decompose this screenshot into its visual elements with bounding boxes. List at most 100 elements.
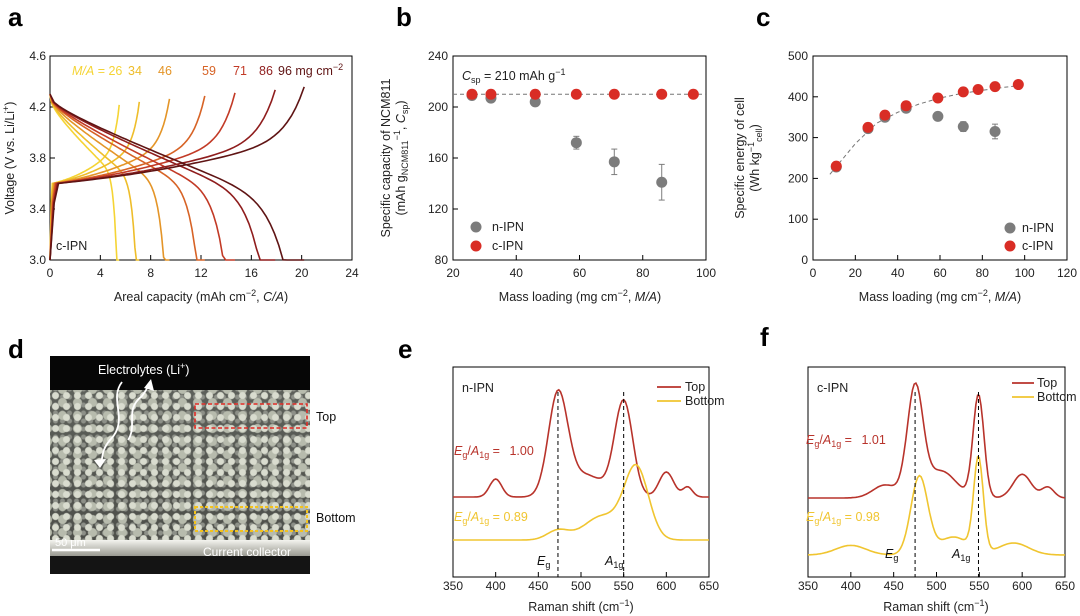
chart-c-ylabel-line2: (Wh kg−1cell) <box>746 124 764 192</box>
chart-c-xtick: 120 <box>1057 266 1077 280</box>
chart-b-point-n-IPN <box>529 96 541 108</box>
chart-f-a1g-label: A1g <box>951 547 970 563</box>
chart-e-spectrum-top <box>453 388 709 498</box>
chart-f-xtick: 500 <box>926 579 946 593</box>
chart-c-ytick: 400 <box>788 90 808 104</box>
chart-b-ytick: 240 <box>428 49 448 63</box>
chart-b-point-c-IPN <box>687 88 699 100</box>
chart-b: 80 120 160 200 240 20 40 60 80 100 Mass … <box>379 49 716 304</box>
chart-e-frame <box>452 366 710 578</box>
chart-c-point-n-IPN <box>932 110 944 122</box>
chart-e-xtick: 550 <box>614 579 634 593</box>
chart-c-ytick: 300 <box>788 131 808 145</box>
chart-a: 3.0 3.4 3.8 4.2 4.6 0 4 8 12 16 20 24 Ar… <box>1 49 359 304</box>
chart-c-legend-c-ipn: c-IPN <box>1022 239 1053 253</box>
chart-e-eg-label: Eg <box>537 554 550 570</box>
micrograph-electrolyte-region <box>50 356 310 394</box>
chart-c-point-c-IPN <box>900 100 912 112</box>
chart-b-point-n-IPN <box>570 137 582 149</box>
chart-c-ytick: 100 <box>788 212 808 226</box>
chart-a-discharge-curve-26 <box>49 94 120 261</box>
chart-a-xlabel: Areal capacity (mAh cm−2, C/A) <box>114 288 288 304</box>
chart-a-ytick: 4.2 <box>29 100 46 114</box>
top-region-box <box>194 403 308 429</box>
chart-e-xtick: 450 <box>528 579 548 593</box>
chart-f-legend-top: Top <box>1037 376 1057 390</box>
chart-a-xtick: 4 <box>97 266 104 280</box>
chart-c-point-c-IPN <box>1012 79 1024 91</box>
chart-f-annotation: c-IPN <box>817 381 848 395</box>
chart-f-xtick: 550 <box>969 579 989 593</box>
chart-b-legend-marker-c-ipn <box>470 240 482 252</box>
chart-f-xlabel: Raman shift (cm−1) <box>883 598 988 614</box>
chart-a-xtick: 0 <box>47 266 54 280</box>
chart-a-label-59: 59 <box>202 64 216 78</box>
chart-e-ratio-top: Eg/A1g = 1.00 <box>454 444 534 460</box>
chart-b-xtick: 100 <box>696 266 716 280</box>
chart-a-xtick: 20 <box>295 266 309 280</box>
chart-c-xtick: 60 <box>933 266 947 280</box>
chart-a-discharge-curve-96 <box>49 93 305 261</box>
micrograph-overlay: Electrolytes (Li+) Top Bottom 50 μm Curr… <box>52 361 356 559</box>
chart-c-legend-n-ipn: n-IPN <box>1022 221 1054 235</box>
chart-e-xlabel: Raman shift (cm−1) <box>528 598 633 614</box>
panel-label-f: f <box>760 322 769 352</box>
panel-label-b: b <box>396 2 412 32</box>
chart-a-series-labels: M/A = 26 <box>72 64 122 78</box>
chart-f-ratio-top: Eg/A1g = 1.01 <box>806 433 886 449</box>
chart-f-spectrum-bottom <box>808 455 1066 556</box>
chart-c-point-c-IPN <box>989 81 1001 93</box>
electrolytes-label: Electrolytes (Li+) <box>98 361 189 377</box>
chart-c-xtick: 40 <box>891 266 905 280</box>
chart-a-xtick: 12 <box>194 266 208 280</box>
chart-c-ytick: 0 <box>801 253 808 267</box>
chart-c-point-c-IPN <box>879 109 891 121</box>
scale-bar-label: 50 μm <box>55 537 86 549</box>
chart-f-xtick: 450 <box>884 579 904 593</box>
chart-b-xtick: 40 <box>510 266 524 280</box>
chart-c-point-c-IPN <box>862 121 874 133</box>
chart-f-xtick: 650 <box>1055 579 1075 593</box>
chart-f-eg-label: Eg <box>885 547 898 563</box>
chart-c-legend-marker-n-ipn <box>1004 222 1016 234</box>
chart-a-ylabel: Voltage (V vs. Li/Li+) <box>1 102 17 215</box>
chart-b-legend-marker-n-ipn <box>470 221 482 233</box>
electrolyte-arrow-up-path <box>127 383 151 441</box>
chart-b-point-n-IPN <box>656 176 668 188</box>
bottom-region-box <box>194 506 308 532</box>
chart-f-xtick: 400 <box>841 579 861 593</box>
chart-a-annotation: c-IPN <box>56 239 87 253</box>
chart-c-point-c-IPN <box>957 86 969 98</box>
chart-c-xtick: 0 <box>810 266 817 280</box>
chart-e-annotation: n-IPN <box>462 381 494 395</box>
chart-b-ytick: 120 <box>428 202 448 216</box>
chart-e-legend-bottom: Bottom <box>685 394 725 408</box>
chart-a-ytick: 3.0 <box>29 253 46 267</box>
chart-b-ytick: 200 <box>428 100 448 114</box>
chart-b-point-c-IPN <box>466 88 478 100</box>
chart-b-point-c-IPN <box>529 88 541 100</box>
chart-b-ytick: 80 <box>435 253 449 267</box>
chart-c-point-c-IPN <box>932 92 944 104</box>
micrograph-current-collector <box>50 540 310 556</box>
chart-c-xlabel: Mass loading (mg cm−2, M/A) <box>859 288 1021 304</box>
panel-label-e: e <box>398 334 412 364</box>
top-region-label: Top <box>316 410 336 424</box>
micrograph-electrode-layer <box>50 390 310 540</box>
chart-b-point-c-IPN <box>485 88 497 100</box>
chart-e-xtick: 650 <box>699 579 719 593</box>
chart-b-ylabel-line1: Specific capacity of NCM811 <box>379 79 393 238</box>
chart-e-a1g-label: A1g <box>604 554 623 570</box>
chart-f: 350 400 450 500 550 600 650 Raman shift … <box>798 366 1077 614</box>
chart-c-ylabel-line1: Specific energy of cell <box>733 97 747 219</box>
panel-label-d: d <box>8 334 24 364</box>
chart-b-ytick: 160 <box>428 151 448 165</box>
chart-a-xtick: 8 <box>147 266 154 280</box>
chart-a-ytick: 3.8 <box>29 151 46 165</box>
electrolyte-arrow-down-path <box>99 381 123 465</box>
chart-b-point-n-IPN <box>608 156 620 168</box>
chart-b-xtick: 20 <box>446 266 460 280</box>
chart-a-charge-curve-96 <box>49 86 305 261</box>
chart-b-ref-label: Csp = 210 mAh g−1 <box>462 67 566 85</box>
